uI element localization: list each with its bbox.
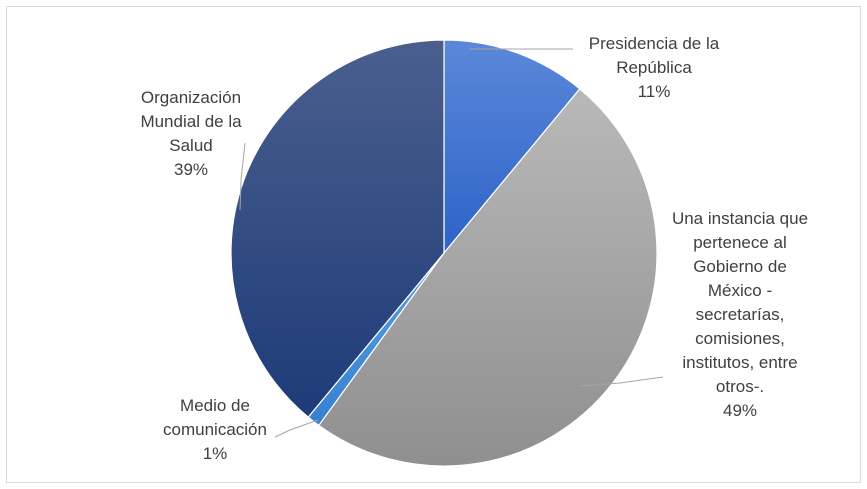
slice-label-line: pertenece al bbox=[693, 233, 787, 252]
slice-label-line: México - bbox=[708, 281, 772, 300]
slice-label-line: Salud bbox=[169, 136, 212, 155]
slice-label-line: institutos, entre bbox=[682, 353, 797, 372]
slice-label-2: Una instancia que pertenece al Gobierno de… bbox=[672, 209, 808, 420]
leader-line-2 bbox=[579, 376, 664, 387]
slice-value-label: 49% bbox=[723, 401, 757, 420]
slice-label-4: Organización Mundial de la Salud 39% bbox=[140, 88, 242, 179]
leader-line-4 bbox=[239, 142, 246, 211]
slice-value-label: 39% bbox=[174, 160, 208, 179]
slice-label-line: Una instancia que bbox=[672, 209, 808, 228]
slice-label-line: secretarías, bbox=[696, 305, 785, 324]
slice-label-1: Presidencia de la República 11% bbox=[589, 34, 720, 101]
pie-slice-4 bbox=[230, 39, 445, 418]
slice-label-line: Gobierno de bbox=[693, 257, 787, 276]
leader-line-3 bbox=[274, 419, 319, 438]
slice-label-line: Medio de bbox=[180, 396, 250, 415]
slice-label-line: Organización bbox=[141, 88, 241, 107]
slice-label-line: comisiones, bbox=[695, 329, 785, 348]
slice-label-line: Mundial de la bbox=[140, 112, 242, 131]
pie-slice-1 bbox=[443, 39, 581, 255]
slice-label-line: Presidencia de la bbox=[589, 34, 720, 53]
slice-value-label: 11% bbox=[638, 82, 671, 101]
slice-label-line: otros-. bbox=[716, 377, 764, 396]
slice-label-3: Medio de comunicación 1% bbox=[163, 396, 267, 463]
slice-label-line: comunicación bbox=[163, 420, 267, 439]
slice-label-line: República bbox=[616, 58, 692, 77]
slice-value-label: 1% bbox=[203, 444, 228, 463]
